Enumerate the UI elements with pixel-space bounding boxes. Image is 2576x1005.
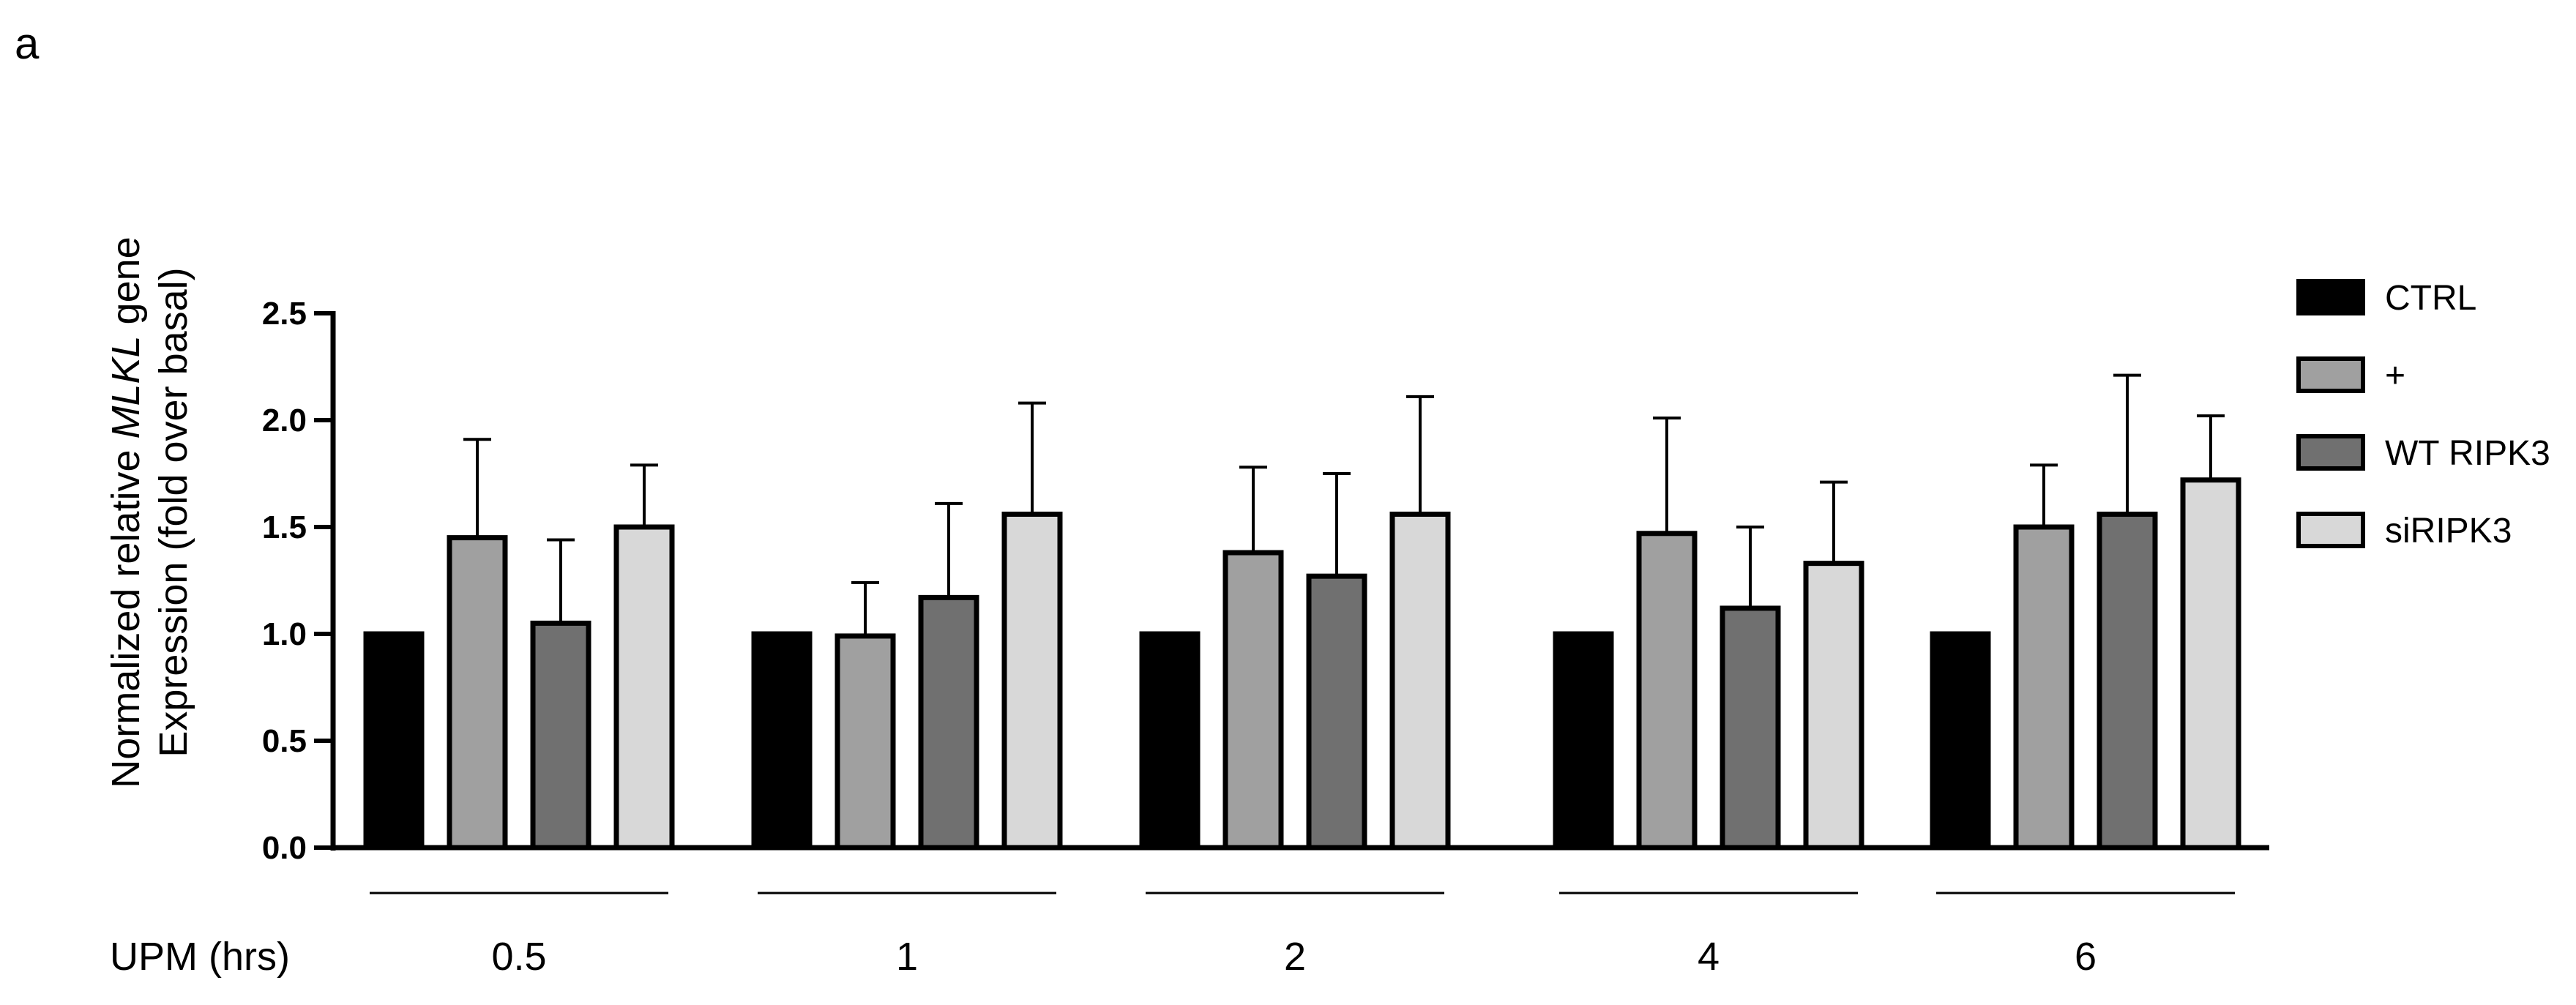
bar bbox=[1306, 573, 1367, 851]
x-axis-title: UPM (hrs) bbox=[110, 935, 290, 979]
y-tick-label: 2.5 bbox=[262, 296, 307, 332]
y-axis-title-pre: Normalized relative bbox=[104, 439, 148, 788]
bar bbox=[363, 631, 425, 851]
y-tick-label: 0.5 bbox=[262, 723, 307, 759]
x-tick-label: 4 bbox=[1698, 935, 1720, 979]
bar bbox=[1803, 561, 1864, 851]
legend: CTRL + WT RIPK3 siRIPK3 bbox=[2296, 279, 2550, 550]
x-tick-label: 1 bbox=[896, 935, 918, 979]
y-axis-title-line2: Expression (fold over basal) bbox=[152, 267, 195, 757]
bar bbox=[1553, 631, 1614, 851]
x-tick-label: 0.5 bbox=[491, 935, 546, 979]
y-axis-title: Normalized relative MLKL gene Expression… bbox=[104, 236, 195, 788]
bar bbox=[1222, 550, 1284, 851]
y-axis: 0.0 0.5 1.0 1.5 2.0 2.5 bbox=[262, 296, 336, 866]
y-tick-label: 0.0 bbox=[262, 830, 307, 866]
legend-swatch bbox=[2296, 356, 2365, 393]
legend-swatch bbox=[2296, 434, 2365, 471]
bar bbox=[447, 535, 508, 851]
panel-label: a bbox=[15, 19, 40, 68]
legend-swatch bbox=[2296, 279, 2365, 315]
bar bbox=[751, 631, 813, 851]
y-axis-title-post: gene bbox=[104, 236, 148, 335]
y-tick-label: 1.5 bbox=[262, 509, 307, 545]
legend-label: siRIPK3 bbox=[2385, 512, 2512, 550]
bar bbox=[613, 524, 675, 851]
bar bbox=[530, 620, 591, 851]
y-axis-title-italic: MLKL bbox=[104, 335, 148, 438]
bar bbox=[1636, 531, 1698, 851]
bar bbox=[1720, 605, 1781, 851]
bar bbox=[835, 633, 896, 851]
y-tick-label: 2.0 bbox=[262, 403, 307, 438]
legend-label: + bbox=[2385, 356, 2405, 395]
x-tick-label: 6 bbox=[2075, 935, 2097, 979]
legend-label: CTRL bbox=[2385, 279, 2476, 318]
bar bbox=[1001, 511, 1063, 851]
bar bbox=[2180, 477, 2241, 851]
bar bbox=[2013, 524, 2075, 851]
group-labels: 0.5 1 2 4 6 bbox=[370, 892, 2235, 979]
x-tick-label: 2 bbox=[1284, 935, 1306, 979]
bars bbox=[363, 373, 2241, 851]
legend-label: WT RIPK3 bbox=[2385, 434, 2550, 473]
bar bbox=[2097, 511, 2158, 851]
bar bbox=[1930, 631, 1991, 851]
svg-text:Normalized relative MLKL gene: Normalized relative MLKL gene bbox=[104, 236, 148, 788]
bar bbox=[1389, 511, 1451, 851]
legend-swatch bbox=[2296, 512, 2365, 548]
bar bbox=[1139, 631, 1201, 851]
bar bbox=[918, 594, 979, 851]
y-tick-label: 1.0 bbox=[262, 616, 307, 652]
